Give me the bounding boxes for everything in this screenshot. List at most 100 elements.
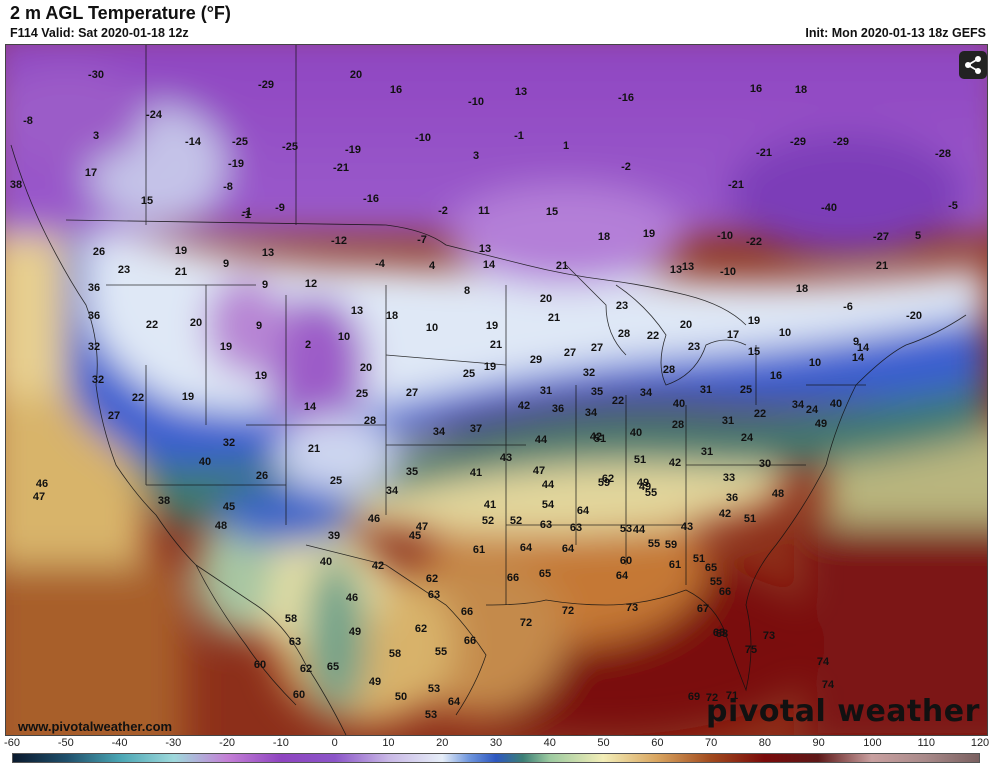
temp-label: 18 <box>795 84 807 96</box>
temp-label: 67 <box>697 603 709 615</box>
temp-label: 26 <box>256 470 268 482</box>
temp-label: -7 <box>417 234 427 246</box>
temp-label: 44 <box>633 524 646 536</box>
colorbar-strip <box>12 753 980 763</box>
temp-label: 45 <box>223 501 235 513</box>
temp-label: 10 <box>426 322 438 334</box>
temp-label: 65 <box>705 562 717 574</box>
temp-label: 18 <box>796 283 808 295</box>
temp-label: 55 <box>648 538 660 550</box>
temp-label: 33 <box>723 472 735 484</box>
temp-label: 13 <box>682 261 694 273</box>
temp-label: 38 <box>158 495 170 507</box>
temp-label: 17 <box>727 329 739 341</box>
temp-label: 72 <box>562 605 574 617</box>
share-button[interactable] <box>959 51 987 79</box>
temp-label: 21 <box>308 443 320 455</box>
temp-label: 31 <box>701 446 713 458</box>
temp-label: 32 <box>92 374 104 386</box>
temp-label: -10 <box>717 230 733 242</box>
temp-label: 23 <box>688 341 700 353</box>
temp-label: -28 <box>935 148 951 160</box>
temp-label: 32 <box>223 437 235 449</box>
temp-label: 10 <box>809 357 821 369</box>
temp-label: 14 <box>852 352 865 364</box>
temp-label: 39 <box>328 530 340 542</box>
temp-label: 42 <box>518 400 530 412</box>
temp-label: 20 <box>540 293 552 305</box>
temp-label: -19 <box>345 144 361 156</box>
temp-label: -16 <box>363 193 379 205</box>
temp-label: 49 <box>639 481 651 493</box>
boundaries <box>10 45 967 735</box>
temp-label: 63 <box>428 589 440 601</box>
temp-label: 21 <box>490 339 502 351</box>
temp-label: 13 <box>515 86 527 98</box>
temp-label: -27 <box>873 231 889 243</box>
temp-label: 52 <box>482 515 494 527</box>
temp-label: -10 <box>468 96 484 108</box>
temp-label: 65 <box>539 568 551 580</box>
colorbar-tick: -60 <box>4 737 20 749</box>
temp-label: 22 <box>754 408 766 420</box>
temp-label: 28 <box>364 415 376 427</box>
temp-label: 49 <box>349 626 361 638</box>
temp-label: -4 <box>375 258 386 270</box>
temp-label: 66 <box>507 572 519 584</box>
temp-label: 22 <box>146 319 158 331</box>
temp-label: -29 <box>833 136 849 148</box>
temp-label: -29 <box>258 79 274 91</box>
temp-label: 28 <box>672 419 684 431</box>
temp-label: 11 <box>478 205 490 217</box>
temp-label: -10 <box>720 266 736 278</box>
temp-label: 55 <box>645 487 657 499</box>
temp-label: 19 <box>643 228 655 240</box>
temp-label: 47 <box>533 465 545 477</box>
temp-label: 62 <box>415 623 427 635</box>
temp-label: 40 <box>630 427 642 439</box>
colorbar-tick: 110 <box>917 737 935 749</box>
temp-label: -25 <box>232 136 248 148</box>
temp-label: 37 <box>470 423 482 435</box>
temp-label: 24 <box>741 432 754 444</box>
temp-label: 14 <box>483 259 496 271</box>
temp-label: 61 <box>473 544 485 556</box>
temp-label: 47 <box>33 491 45 503</box>
temp-label: 27 <box>406 387 418 399</box>
temp-label: -20 <box>906 310 922 322</box>
temp-label: -6 <box>843 301 853 313</box>
colorbar-tick: 50 <box>597 737 610 749</box>
temp-label: 61 <box>669 559 681 571</box>
colorbar-tick: 70 <box>704 737 718 749</box>
temp-label: 59 <box>665 539 677 551</box>
temp-label: 9 <box>223 258 229 270</box>
temp-label: 16 <box>750 83 762 95</box>
temp-label: 53 <box>428 683 440 695</box>
temp-label: 20 <box>350 69 362 81</box>
temp-label: 63 <box>289 636 301 648</box>
colorbar-tick: -50 <box>57 737 74 749</box>
temp-label: -21 <box>728 179 744 191</box>
temp-label: 25 <box>463 368 475 380</box>
temp-label: 54 <box>542 499 555 511</box>
temp-label: 49 <box>637 477 649 489</box>
temp-label: 9 <box>256 320 262 332</box>
temp-label: 64 <box>520 542 533 554</box>
temp-label: 38 <box>10 179 22 191</box>
temp-label: 32 <box>583 367 595 379</box>
temp-label: 2 <box>305 339 311 351</box>
temp-label: 71 <box>726 690 738 702</box>
temp-label: 13 <box>262 247 274 259</box>
temperature-map[interactable]: -30 -29 20 16 13 -16 16 18 -8 -24 -10 3 -14 -25 -25 -19… <box>5 44 988 736</box>
temp-label: 9 <box>853 336 859 348</box>
temp-label: 46 <box>368 513 380 525</box>
temp-label: 64 <box>562 543 575 555</box>
site-url[interactable]: www.pivotalweather.com <box>18 719 173 734</box>
temp-label: -25 <box>282 141 298 153</box>
temp-label: 48 <box>772 488 784 500</box>
temp-label: 16 <box>390 84 402 96</box>
colorbar-tick: 60 <box>651 737 664 749</box>
temp-label: 15 <box>748 346 760 358</box>
temp-label: 43 <box>500 452 512 464</box>
